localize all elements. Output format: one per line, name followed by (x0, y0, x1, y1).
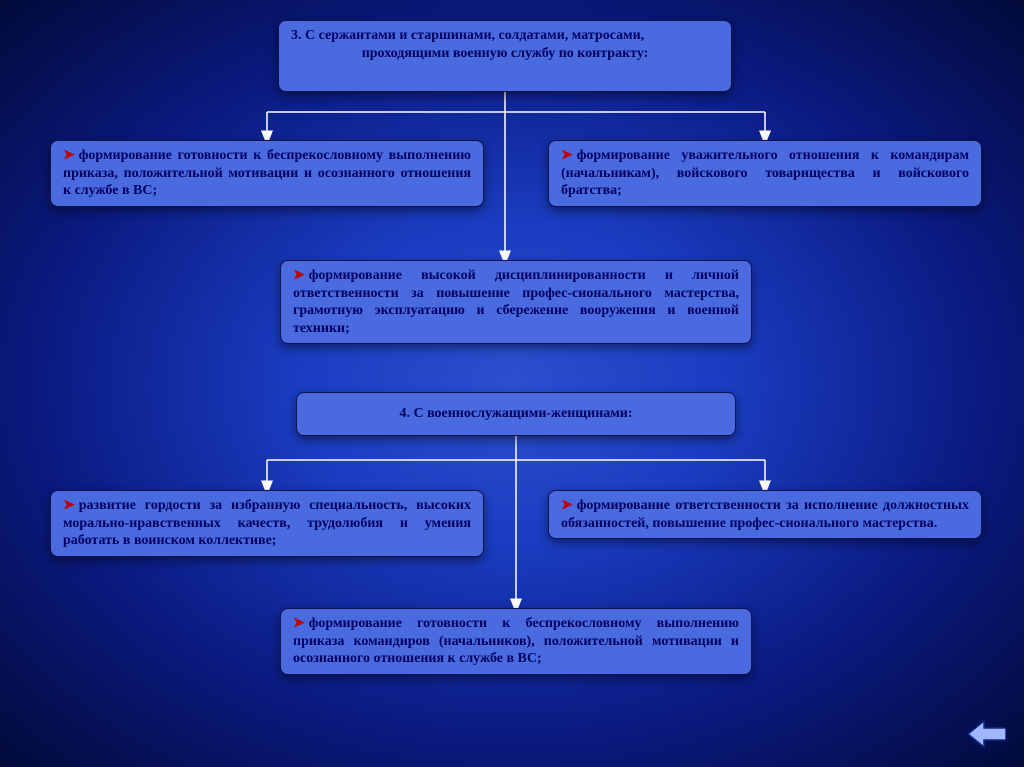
bullet-icon: ➤ (63, 147, 75, 165)
header3-line1: 3. С сержантами и старшинами, солдатами,… (291, 28, 644, 43)
g2-right-box: ➤формирование ответственности за исполне… (548, 490, 982, 539)
bullet-icon: ➤ (561, 497, 573, 515)
g2-left-text: развитие гордости за избранную специальн… (63, 498, 471, 548)
header4-title: 4. С военнослужащими-женщинами: (399, 405, 632, 423)
section-header-3: 3. С сержантами и старшинами, солдатами,… (278, 20, 732, 92)
g2-right-text: формирование ответственности за исполнен… (561, 498, 969, 531)
section-header-4: 4. С военнослужащими-женщинами: (296, 392, 736, 436)
bullet-icon: ➤ (561, 147, 573, 165)
bullet-icon: ➤ (293, 615, 305, 633)
g1-right-text: формирование уважительного отношения к к… (561, 148, 969, 198)
arrow-left-icon (968, 719, 1006, 749)
bullet-icon: ➤ (63, 497, 75, 515)
g1-middle-text: формирование высокой дисциплинированност… (293, 268, 739, 336)
previous-slide-button[interactable] (968, 719, 1006, 749)
g1-left-text: формирование готовности к беспрекословно… (63, 148, 471, 198)
g1-middle-box: ➤формирование высокой дисциплинированнос… (280, 260, 752, 344)
g1-left-box: ➤формирование готовности к беспрекословн… (50, 140, 484, 207)
g1-right-box: ➤формирование уважительного отношения к … (548, 140, 982, 207)
g2-left-box: ➤развитие гордости за избранную специаль… (50, 490, 484, 557)
g2-middle-text: формирование готовности к беспрекословно… (293, 616, 739, 666)
g2-middle-box: ➤формирование готовности к беспрекословн… (280, 608, 752, 675)
header3-line2: проходящими военную службу по контракту: (362, 46, 649, 61)
slide-root: 3. С сержантами и старшинами, солдатами,… (0, 0, 1024, 767)
bullet-icon: ➤ (293, 267, 305, 285)
